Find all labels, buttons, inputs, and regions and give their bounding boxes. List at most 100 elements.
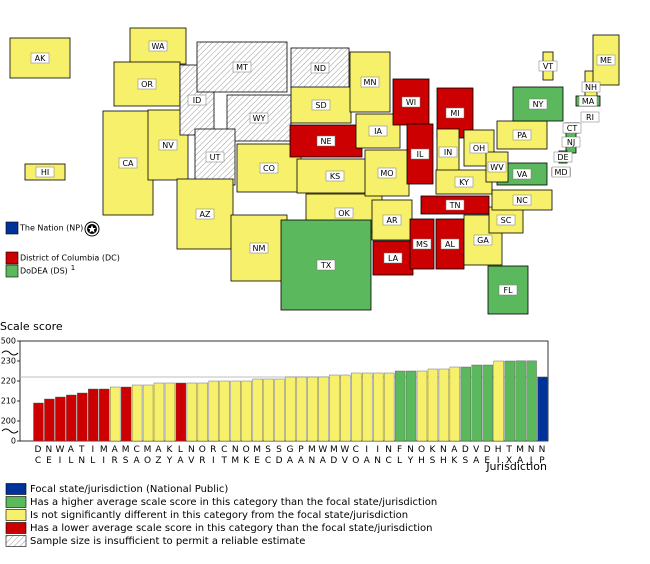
- state-label-box: [498, 284, 518, 296]
- bar: [526, 360, 537, 442]
- state-label-box: [195, 208, 215, 220]
- x-tick-label: MN: [307, 445, 317, 467]
- state-label: TX: [320, 261, 332, 270]
- y-tick-label: 230: [1, 357, 16, 366]
- state-label: KY: [459, 178, 469, 187]
- legend-swatch: [5, 221, 19, 235]
- legend-swatch: [5, 509, 27, 521]
- state-label-box: [316, 135, 336, 147]
- state-label-box: [551, 166, 571, 178]
- bar: [55, 396, 66, 442]
- x-tick-label: CT: [219, 445, 229, 467]
- bar: [164, 382, 176, 442]
- state-label: NE: [320, 137, 331, 146]
- bar: [482, 364, 493, 442]
- state-label: NV: [162, 141, 174, 150]
- x-tick-label: MI: [99, 445, 109, 467]
- state-label: VT: [543, 62, 553, 71]
- state-label: FL: [503, 286, 513, 295]
- x-tick-label: FL: [395, 445, 405, 467]
- state-label-box: [581, 81, 601, 93]
- state-label-box: [137, 78, 157, 90]
- state-label-box: [148, 40, 168, 52]
- bar: [318, 376, 329, 442]
- state-label: NJ: [567, 138, 575, 147]
- x-tick-label: HI: [493, 445, 503, 467]
- x-tick-label: NM: [230, 445, 240, 467]
- state-label: AK: [35, 54, 46, 63]
- state-label-box: [205, 151, 225, 163]
- legend-label: Is not significantly different in this c…: [30, 510, 408, 521]
- state-label-box: [580, 111, 600, 123]
- state-label: VA: [517, 170, 528, 179]
- state-label-box: [512, 194, 532, 206]
- bar: [241, 380, 252, 442]
- state-label: WA: [152, 42, 165, 51]
- state-label: IN: [444, 148, 452, 157]
- state-label: MT: [236, 63, 248, 72]
- state-label: NC: [516, 196, 528, 205]
- state-label-box: [334, 207, 354, 219]
- map: AK HI WA OR CA NV ID MT WY UT AZ CO NM ND SD NE KS OK TX MN…: [9, 27, 620, 315]
- bar: [88, 388, 99, 442]
- y-tick-label: 210: [1, 397, 16, 406]
- bar: [471, 364, 482, 442]
- x-tick-label: IA: [362, 445, 372, 467]
- bar: [110, 386, 121, 442]
- state-label-box: [368, 125, 388, 137]
- state-label-box: [561, 136, 581, 148]
- x-tick-label: VA: [471, 445, 481, 467]
- x-tick-label: NH: [438, 445, 448, 467]
- state-label: UT: [210, 153, 221, 162]
- bar: [405, 370, 417, 442]
- bar: [142, 384, 154, 442]
- state-label-box: [249, 242, 269, 254]
- legend-swatch: [5, 264, 19, 278]
- legend-label: Focal state/jurisdiction (National Publi…: [30, 484, 228, 495]
- state-label-box: [311, 99, 331, 111]
- state-label: NH: [585, 83, 597, 92]
- x-tick-label: NE: [44, 445, 54, 467]
- state-label-box: [528, 98, 548, 110]
- state-label-box: [410, 148, 430, 160]
- state-label-box: [412, 238, 432, 250]
- legend-label: Has a lower average scale score in this …: [30, 523, 432, 534]
- x-tick-label: AL: [66, 445, 76, 467]
- state-label-box: [473, 234, 493, 246]
- axis-break: [1, 350, 19, 434]
- bar: [537, 376, 548, 442]
- bar: [66, 394, 77, 442]
- x-tick-label: MO: [143, 445, 153, 467]
- state-label-box: [30, 52, 50, 64]
- state-label: SD: [315, 101, 326, 110]
- legend-label: Sample size is insufficient to permit a …: [30, 536, 305, 547]
- state-label-box: [187, 94, 207, 106]
- legend-swatch: [5, 522, 27, 534]
- legend-swatch: [5, 496, 27, 508]
- bar: [219, 380, 230, 442]
- state-label-box: [383, 252, 403, 264]
- bar: [504, 360, 515, 442]
- state-label-box: [496, 214, 516, 226]
- state-label: SC: [501, 216, 512, 225]
- state-label-box: [445, 199, 465, 211]
- bar: [120, 386, 132, 442]
- x-tick-label: SC: [263, 445, 273, 467]
- state-label-box: [454, 176, 474, 188]
- x-tick-label: IL: [88, 445, 98, 467]
- state-label: OH: [473, 144, 485, 153]
- state-label: MD: [554, 168, 567, 177]
- state-label-box: [487, 161, 507, 173]
- y-tick-label: 500: [1, 337, 16, 346]
- state: [372, 240, 414, 276]
- bar: [515, 360, 526, 442]
- y-tick-label: 0: [11, 437, 16, 446]
- y-tick-label: 200: [1, 417, 16, 426]
- state-label: AL: [445, 240, 455, 249]
- state-label: IL: [417, 150, 424, 159]
- x-tick-label: NY: [406, 445, 416, 467]
- legend: Focal state/jurisdiction (National Publi…: [5, 483, 437, 547]
- state-label: TN: [449, 201, 461, 210]
- state-label-box: [512, 168, 532, 180]
